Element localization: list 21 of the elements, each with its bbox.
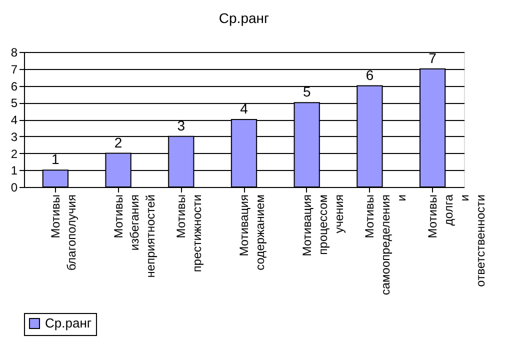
data-label: 2 bbox=[114, 134, 122, 150]
data-label: 7 bbox=[428, 50, 437, 66]
y-tick-label: 7 bbox=[10, 62, 18, 76]
data-label: 4 bbox=[240, 100, 248, 116]
y-tick-label: 4 bbox=[10, 113, 18, 127]
data-label: 6 bbox=[366, 66, 374, 83]
y-tick-label: 6 bbox=[10, 79, 18, 94]
data-label: 1 bbox=[52, 151, 60, 168]
data-label: 5 bbox=[302, 84, 311, 100]
legend-label: Ср.ранг bbox=[45, 316, 92, 330]
y-tick-label: 2 bbox=[10, 146, 18, 161]
y-tick-label: 5 bbox=[10, 96, 18, 110]
x-tick-label: Мотивы самоопределения и bbox=[362, 194, 409, 296]
data-label: 3 bbox=[177, 117, 186, 134]
x-tick-label: Мотивы благополучия bbox=[48, 194, 78, 271]
y-tick-label: 0 bbox=[10, 180, 18, 194]
x-tick-label: Мотивация процессом учения bbox=[300, 194, 346, 256]
y-tick-label: 8 bbox=[10, 46, 18, 60]
chart-title: Ср.ранг bbox=[218, 10, 270, 26]
y-tick-label: 1 bbox=[10, 164, 18, 178]
y-tick-label: 3 bbox=[10, 130, 18, 144]
